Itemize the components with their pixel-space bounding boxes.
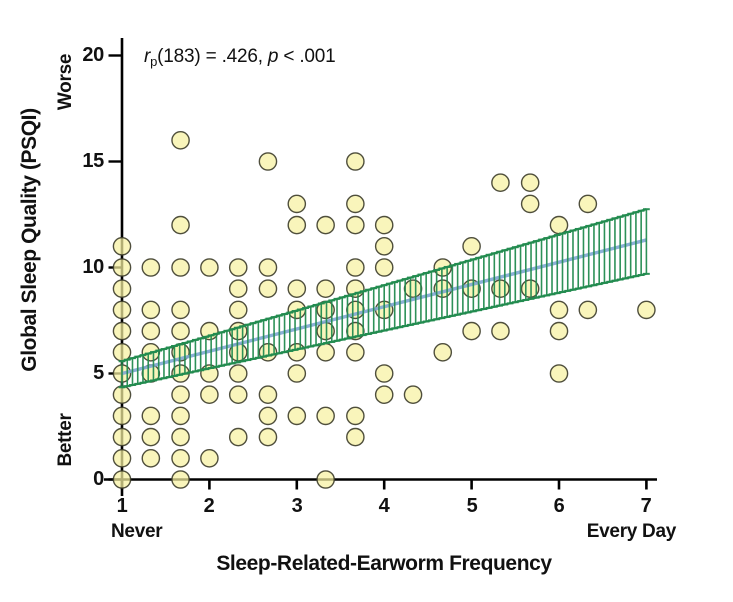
x-tick-label-1: 1 (116, 495, 128, 517)
y-tick-label-15: 15 (82, 150, 104, 172)
x-tick-label-5: 5 (466, 495, 478, 517)
r-subscript: p (150, 54, 158, 69)
annotation-tail: < .001 (278, 46, 336, 67)
y-direction-label-better: Better (55, 413, 76, 467)
x-axis-title: Sleep-Related-Earworm Frequency (216, 552, 552, 575)
x-tick-label-3: 3 (291, 495, 303, 517)
y-tick-label-5: 5 (93, 362, 104, 384)
y-direction-label-worse: Worse (55, 53, 76, 111)
y-axis-title: Global Sleep Quality (PSQI) (18, 108, 41, 372)
y-tick-label-0: 0 (93, 468, 104, 490)
correlation-annotation: rp(183) = .426, p < .001 (144, 46, 336, 69)
x-tick-label-6: 6 (553, 495, 565, 517)
annotation-mid: (183) = .426, (157, 46, 268, 67)
x-tick-label-7: 7 (640, 495, 652, 517)
x-tick-label-4: 4 (378, 495, 390, 517)
x-end-label-never: Never (111, 521, 163, 542)
y-tick-label-10: 10 (82, 256, 104, 278)
x-tick-label-2: 2 (203, 495, 215, 517)
r-symbol: r (144, 46, 151, 67)
y-tick-label-20: 20 (82, 44, 104, 66)
p-symbol: p (267, 46, 279, 67)
x-end-label-every-day: Every Day (586, 521, 677, 542)
